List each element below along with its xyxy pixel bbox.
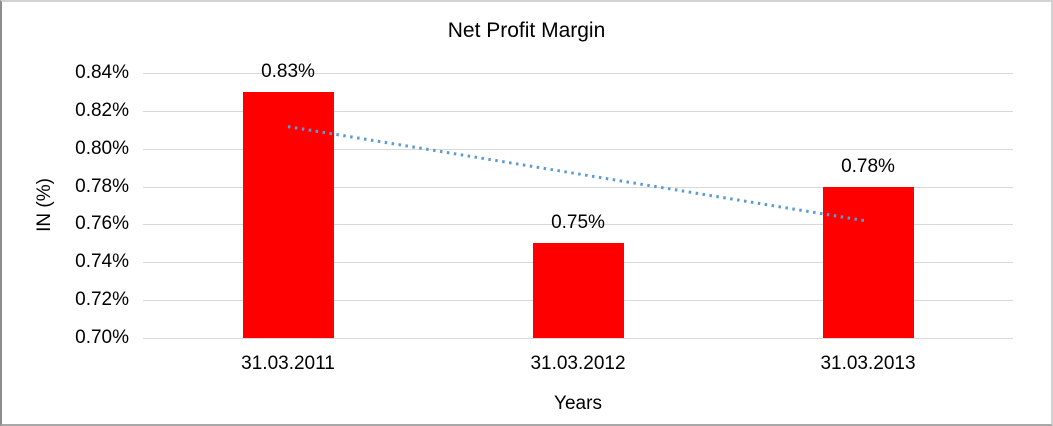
bar	[532, 243, 624, 338]
gridline	[143, 110, 1013, 112]
y-tick-label: 0.78%	[75, 175, 129, 197]
y-tick-label: 0.84%	[75, 62, 129, 83]
gridline	[143, 73, 1013, 74]
y-tick-label: 0.72%	[75, 289, 129, 311]
y-tick-label: 0.76%	[75, 213, 129, 235]
y-tick-label: 0.82%	[75, 99, 129, 121]
gridline	[143, 186, 1013, 188]
x-axis-title: Years	[554, 393, 602, 414]
y-tick-label: 0.70%	[75, 327, 129, 348]
bar	[822, 186, 914, 338]
bar-value-label: 0.83%	[261, 60, 315, 82]
y-tick-label: 0.74%	[75, 251, 129, 273]
x-tick-label: 31.03.2013	[820, 353, 916, 374]
y-tick-label: 0.80%	[75, 137, 129, 159]
x-tick-label: 31.03.2011	[241, 353, 335, 374]
trendline-segment	[287, 125, 869, 223]
bar-value-label: 0.78%	[841, 155, 895, 177]
bar	[242, 91, 334, 338]
chart-title: Net Profit Margin	[447, 19, 606, 42]
bar-value-label: 0.75%	[551, 212, 605, 234]
gridline	[143, 224, 1013, 226]
gridline	[143, 338, 1013, 339]
trendline	[287, 125, 869, 223]
gridline	[143, 148, 1013, 150]
x-tick-label: 31.03.2012	[530, 353, 626, 374]
